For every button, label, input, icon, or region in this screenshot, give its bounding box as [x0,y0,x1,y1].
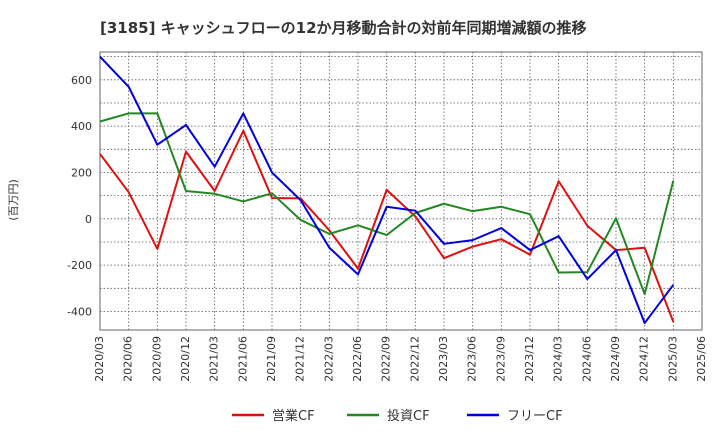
y-tick-label: 200 [71,166,92,179]
x-tick-label: 2021/06 [236,336,249,382]
x-tick-label: 2023/06 [466,336,479,382]
x-tick-label: 2025/03 [666,336,679,382]
series-line-1 [99,129,675,323]
y-tick-labels: 600 400 200 0 -200 -400 [67,74,92,319]
x-tick-label: 2025/06 [695,336,708,382]
x-tick-label: 2024/06 [580,336,593,382]
y-tick-label: 400 [71,120,92,133]
x-tick-label: 2021/03 [208,336,221,382]
x-tick-label: 2023/09 [494,336,507,382]
legend-label: 投資CF [387,408,430,424]
x-tick-label: 2022/12 [408,336,421,382]
series-line-2 [99,112,675,296]
y-axis-label: (百万円) [7,179,20,221]
legend: 営業CF 投資CF フリーCF [232,408,563,424]
series-lines [99,55,675,325]
x-tick-label: 2022/06 [351,336,364,382]
x-tick-label: 2021/09 [265,336,278,382]
legend-label: フリーCF [507,409,563,424]
plot-frame [99,51,703,331]
x-tick-labels: 2020/03 2020/06 2020/09 2020/12 2021/03 2021/… [93,336,708,382]
x-tick-label: 2020/09 [150,336,163,382]
x-tick-label: 2024/12 [638,336,651,382]
y-tick-label: -400 [67,305,92,318]
x-tick-label: 2024/03 [552,336,565,382]
x-tick-label: 2020/12 [179,336,192,382]
chart-title: [3185] キャッシュフローの12か月移動合計の対前年同期増減額の推移 [100,19,587,37]
y-tick-label: -200 [67,259,92,272]
y-tick-label: 0 [85,213,92,226]
x-tick-label: 2023/03 [437,336,450,382]
x-tick-label: 2022/09 [380,336,393,382]
legend-label: 営業CF [272,408,315,424]
x-tick-label: 2020/06 [122,336,135,382]
x-tick-label: 2022/03 [322,336,335,382]
x-tick-label: 2021/12 [294,336,307,382]
x-tick-label: 2020/03 [93,336,106,382]
x-tick-label: 2024/09 [609,336,622,382]
x-tick-label: 2023/12 [523,336,536,382]
y-tick-label: 600 [71,74,92,87]
grid [100,52,702,330]
series-line-3 [99,55,675,325]
